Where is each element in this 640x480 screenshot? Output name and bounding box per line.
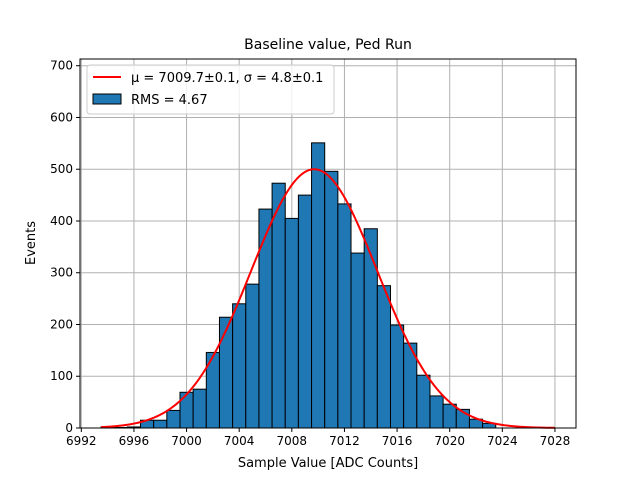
x-tick-label: 7008: [277, 434, 308, 448]
y-tick-label: 200: [50, 317, 73, 331]
y-tick-label: 700: [50, 59, 73, 73]
y-axis-ticks: 0 100 200 300 400 500 600 700: [50, 59, 80, 435]
histogram-bar: [429, 395, 444, 429]
x-tick-label: 7028: [540, 434, 571, 448]
histogram-bar: [363, 228, 378, 429]
x-tick-label: 7004: [224, 434, 255, 448]
histogram-bar: [416, 374, 431, 429]
x-tick-label: 7012: [329, 434, 360, 448]
histogram-bar: [376, 285, 391, 429]
legend-hist-label: RMS = 4.67: [131, 93, 208, 108]
histogram-bar: [284, 217, 299, 429]
y-tick-label: 500: [50, 162, 73, 176]
y-axis-label: Events: [24, 221, 39, 265]
histogram-bar: [179, 391, 194, 429]
gaussian-fit-curve: [101, 168, 555, 429]
histogram-bar: [350, 252, 365, 429]
legend-fit-label: μ = 7009.7±0.1, σ = 4.8±0.1: [131, 71, 323, 86]
histogram-bar: [297, 194, 313, 429]
x-tick-label: 7016: [382, 434, 413, 448]
histogram-bar: [258, 208, 273, 429]
legend-hist-swatch: [92, 93, 122, 105]
x-tick-label: 7020: [434, 434, 465, 448]
plot-frame: [79, 58, 577, 429]
x-tick-label: 7000: [171, 434, 202, 448]
y-tick-label: 400: [50, 214, 73, 228]
x-tick-label: 6996: [119, 434, 150, 448]
histogram-bar: [271, 182, 286, 429]
y-tick-label: 600: [50, 110, 73, 124]
histogram-bar: [389, 324, 405, 429]
x-axis-label: Sample Value [ADC Counts]: [238, 456, 418, 471]
x-tick-label: 6992: [66, 434, 97, 448]
histogram-bar: [311, 142, 326, 429]
histogram-bar: [232, 303, 247, 429]
histogram-bar: [166, 409, 181, 429]
histogram-bar: [218, 316, 234, 429]
x-axis-ticks: 6992 6996 7000 7004 7008 7012 7016 7020 7024 7028: [66, 428, 570, 448]
histogram-bar: [245, 283, 260, 429]
legend: μ = 7009.7±0.1, σ = 4.8±0.1 RMS = 4.67: [86, 64, 335, 115]
y-tick-label: 0: [65, 421, 73, 435]
histogram-bars: [100, 142, 497, 429]
y-tick-label: 100: [50, 369, 73, 383]
legend-box: [86, 64, 335, 115]
histogram-bar: [442, 403, 457, 429]
histogram-bar: [153, 419, 168, 429]
x-tick-label: 7024: [487, 434, 518, 448]
chart-title: Baseline value, Ped Run: [244, 37, 412, 53]
histogram-bar: [337, 203, 352, 429]
y-tick-label: 300: [50, 266, 73, 280]
histogram-bar: [192, 388, 207, 429]
histogram-bar: [324, 170, 339, 429]
